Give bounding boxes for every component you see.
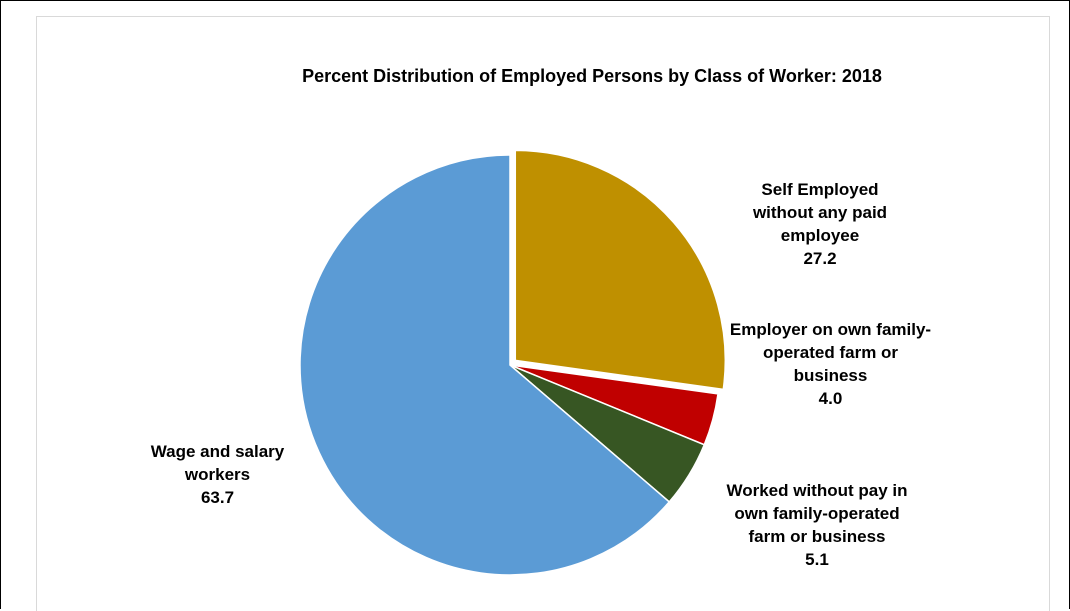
value-label: 63.7 [200,488,235,507]
category-label: Employer on own family-operated farm or … [729,320,932,385]
value-label: 4.0 [818,389,843,408]
category-label: Wage and salary workers [150,442,285,484]
pie-slice [299,154,671,576]
chart-area [36,16,1050,611]
slice-label: Self Employed without any paid employee 2… [735,178,905,270]
value-label: 27.2 [803,249,837,268]
category-label: Worked without pay in own family-operate… [726,481,908,546]
slice-label: Employer on own family-operated farm or … [728,318,933,410]
value-label: 5.1 [805,550,829,569]
category-label: Self Employed without any paid employee [752,180,888,245]
slice-label: Worked without pay in own family-operate… [722,479,912,571]
slice-label: Wage and salary workers 63.7 [125,440,310,509]
chart-title: Percent Distribution of Employed Persons… [302,66,882,86]
pie-slice [514,149,726,391]
